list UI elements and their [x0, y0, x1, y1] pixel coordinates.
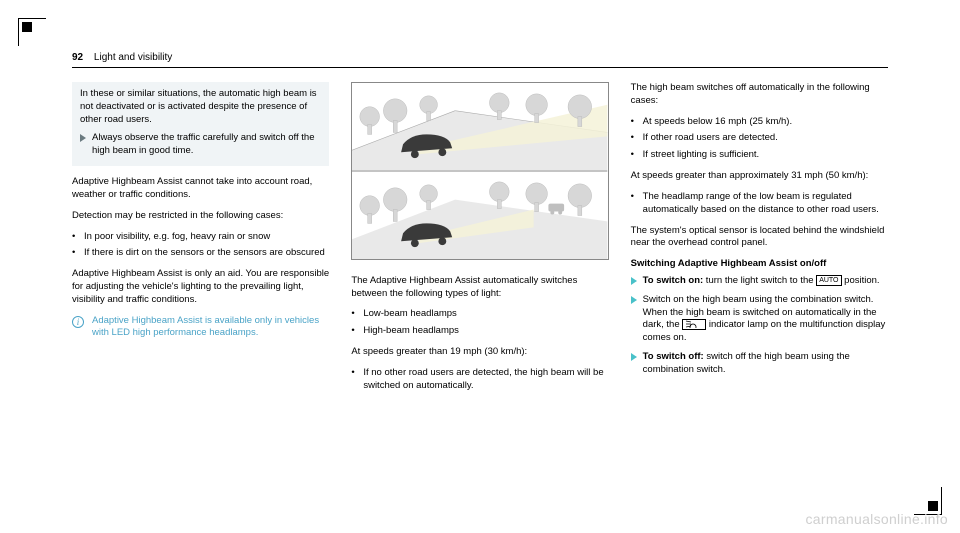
list-item: At speeds below 16 mph (25 km/h).	[631, 116, 888, 129]
step-body: Switch on the high beam using the combin…	[643, 294, 874, 305]
step-text: To switch on: turn the light switch to t…	[643, 275, 880, 288]
body-text: At speeds greater than 19 mph (30 km/h):	[351, 346, 608, 359]
body-text: At speeds greater than approximately 31 …	[631, 170, 888, 183]
step-lead: To switch on:	[643, 275, 704, 286]
step-body: position.	[842, 275, 880, 286]
running-head: 92 Light and visibility	[72, 52, 888, 63]
body-text: Adaptive Highbeam Assist is only an aid.…	[72, 268, 329, 306]
list-item: The headlamp range of the low beam is re…	[631, 191, 888, 217]
header-rule	[72, 67, 888, 68]
list-item: If no other road users are detected, the…	[351, 367, 608, 393]
step-text: Switch on the high beam using the combin…	[643, 294, 888, 345]
triangle-icon	[631, 296, 637, 304]
bullet-list: Low-beam headlamps High-beam headlamps	[351, 308, 608, 338]
list-item: If other road users are detected.	[631, 132, 888, 145]
highbeam-illustration	[351, 82, 608, 260]
auto-symbol-icon: AUTO	[816, 275, 841, 286]
list-item: High-beam headlamps	[351, 325, 608, 338]
body-text: The high beam switches off automatically…	[631, 82, 888, 108]
column-2: The Adaptive Highbeam Assist automatical…	[351, 82, 608, 401]
crop-mark-tl	[18, 18, 46, 46]
page-body: 92 Light and visibility In these or simi…	[72, 52, 888, 481]
body-text: The Adaptive Highbeam Assist automatical…	[351, 275, 608, 301]
info-text: Adaptive Highbeam Assist is available on…	[92, 315, 329, 341]
bullet-list: If no other road users are detected, the…	[351, 367, 608, 393]
warning-note-box: In these or similar situations, the auto…	[72, 82, 329, 166]
column-1: In these or similar situations, the auto…	[72, 82, 329, 401]
step-item: Switch on the high beam using the combin…	[631, 294, 888, 345]
body-text: Detection may be restricted in the follo…	[72, 210, 329, 223]
note-text: In these or similar situations, the auto…	[80, 88, 321, 126]
bullet-list: In poor visibility, e.g. fog, heavy rain…	[72, 231, 329, 261]
note-sub-text: Always observe the traffic carefully and…	[92, 132, 321, 158]
bullet-list: At speeds below 16 mph (25 km/h). If oth…	[631, 116, 888, 162]
list-item: In poor visibility, e.g. fog, heavy rain…	[72, 231, 329, 244]
list-item: Low-beam headlamps	[351, 308, 608, 321]
list-item: If street lighting is sufficient.	[631, 149, 888, 162]
step-body: turn the light switch to the	[703, 275, 816, 286]
step-lead: To switch off:	[643, 351, 704, 362]
info-note: i Adaptive Highbeam Assist is available …	[72, 315, 329, 341]
step-text: To switch off: switch off the high beam …	[643, 351, 888, 377]
info-icon: i	[72, 316, 84, 328]
triangle-icon	[80, 134, 86, 142]
section-title: Light and visibility	[94, 52, 172, 63]
step-item: To switch on: turn the light switch to t…	[631, 275, 888, 288]
triangle-icon	[631, 277, 637, 285]
body-text: The system's optical sensor is located b…	[631, 225, 888, 251]
list-item: If there is dirt on the sensors or the s…	[72, 247, 329, 260]
step-list: To switch on: turn the light switch to t…	[631, 275, 888, 377]
page-number: 92	[72, 52, 83, 63]
triangle-icon	[631, 353, 637, 361]
bullet-list: The headlamp range of the low beam is re…	[631, 191, 888, 217]
sub-heading: Switching Adaptive Highbeam Assist on/of…	[631, 258, 888, 271]
highbeam-indicator-icon	[682, 319, 706, 330]
watermark: carmanualsonline.info	[806, 511, 949, 527]
columns: In these or similar situations, the auto…	[72, 82, 888, 401]
column-3: The high beam switches off automatically…	[631, 82, 888, 401]
body-text: Adaptive Highbeam Assist cannot take int…	[72, 176, 329, 202]
note-sub-row: Always observe the traffic carefully and…	[80, 132, 321, 158]
step-item: To switch off: switch off the high beam …	[631, 351, 888, 377]
